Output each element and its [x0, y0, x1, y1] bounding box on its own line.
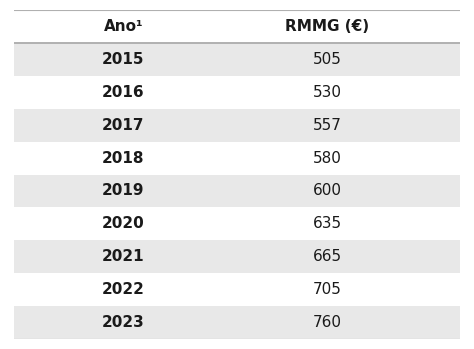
- Text: 665: 665: [312, 249, 342, 264]
- Text: 530: 530: [312, 85, 342, 100]
- Text: 2018: 2018: [102, 151, 145, 165]
- Text: 760: 760: [312, 315, 342, 329]
- Text: 557: 557: [313, 118, 341, 133]
- Text: 2019: 2019: [102, 184, 145, 198]
- Text: 635: 635: [312, 216, 342, 231]
- Text: 2015: 2015: [102, 52, 145, 67]
- Text: 580: 580: [313, 151, 341, 165]
- Text: 2022: 2022: [102, 282, 145, 297]
- Text: 705: 705: [313, 282, 341, 297]
- Text: 2021: 2021: [102, 249, 145, 264]
- Text: 2017: 2017: [102, 118, 145, 133]
- Text: Ano¹: Ano¹: [103, 20, 143, 34]
- Text: 2023: 2023: [102, 315, 145, 329]
- Text: RMMG (€): RMMG (€): [285, 20, 369, 34]
- Text: 2020: 2020: [102, 216, 145, 231]
- Text: 2016: 2016: [102, 85, 145, 100]
- Text: 505: 505: [313, 52, 341, 67]
- Text: 600: 600: [312, 184, 342, 198]
